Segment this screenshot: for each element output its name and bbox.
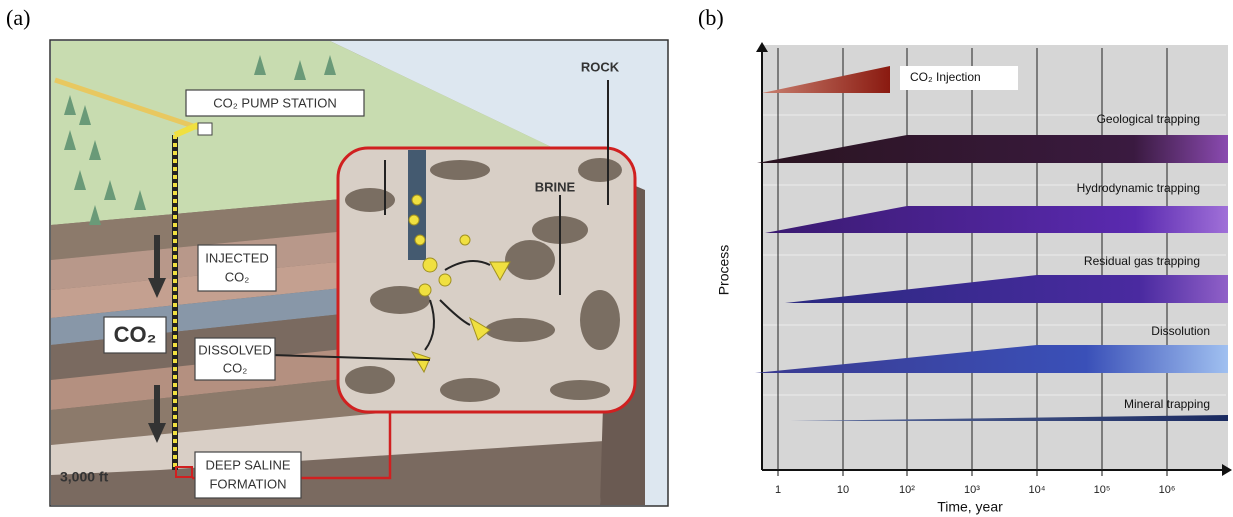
label: BRINE [535, 179, 576, 194]
process-label: Residual gas trapping [1084, 254, 1200, 268]
label: 3,000 ft [60, 469, 109, 485]
label: ROCK [581, 59, 620, 74]
process-label: Dissolution [1151, 324, 1210, 338]
x-tick-label: 10⁵ [1094, 484, 1111, 496]
axis-label: Time, year [937, 499, 1003, 515]
axis-label: Process [716, 245, 732, 296]
x-tick-label: 10⁶ [1159, 484, 1176, 496]
process-label: Hydrodynamic trapping [1077, 181, 1200, 195]
x-tick-label: 10³ [964, 484, 980, 496]
label: CO₂ [114, 322, 157, 347]
label: FORMATION [209, 476, 286, 491]
label: CO₂ PUMP STATION [213, 95, 337, 110]
label: CO₂ [223, 360, 248, 375]
x-tick-label: 1 [775, 484, 781, 496]
label: CO₂ [225, 269, 250, 284]
process-label: CO₂ Injection [910, 70, 981, 84]
panel-label: (b) [698, 5, 724, 30]
x-tick-label: 10⁴ [1029, 484, 1046, 496]
process-chart: Process Time, year 1 10 10² 10³ 10⁴ 10⁵ 10⁶ CO₂… [716, 42, 1232, 515]
label: INJECTED [205, 250, 269, 265]
x-tick-label: 10² [899, 484, 915, 496]
x-tick-label: 10 [837, 484, 849, 496]
label: DISSOLVED [198, 342, 271, 357]
process-label: Mineral trapping [1124, 397, 1210, 411]
panel-label: (a) [6, 5, 30, 30]
label: DEEP SALINE [205, 457, 290, 472]
figure: (a) [0, 0, 1233, 517]
process-label: Geological trapping [1097, 112, 1200, 126]
